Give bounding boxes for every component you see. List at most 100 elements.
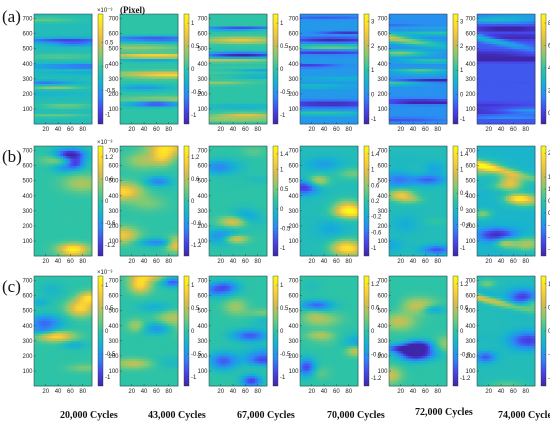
heatmap-cell bbox=[166, 59, 169, 62]
heatmap-cell bbox=[221, 112, 224, 115]
heatmap-cell bbox=[70, 117, 73, 120]
heatmap-cell bbox=[144, 109, 147, 112]
heatmap-cell bbox=[44, 39, 47, 42]
heatmap-cell bbox=[154, 77, 157, 80]
heatmap-cell bbox=[144, 54, 147, 57]
heatmap-cell bbox=[319, 84, 322, 87]
heatmap-cell bbox=[231, 52, 234, 55]
heatmap-cell bbox=[156, 62, 159, 65]
heatmap-cell bbox=[243, 52, 246, 55]
heatmap-cell bbox=[151, 114, 154, 117]
heatmap-cell bbox=[209, 74, 212, 77]
heatmap-cell bbox=[416, 14, 419, 17]
heatmap-cell bbox=[135, 89, 138, 92]
heatmap-cell bbox=[262, 94, 265, 97]
heatmap-cell bbox=[49, 97, 52, 100]
heatmap-cell bbox=[135, 24, 138, 27]
heatmap-cell bbox=[238, 17, 241, 20]
heatmap-cell bbox=[238, 32, 241, 35]
heatmap-cell bbox=[156, 119, 159, 122]
heatmap-cell bbox=[142, 27, 145, 30]
heatmap-cell bbox=[238, 87, 241, 90]
heatmap-cell bbox=[68, 29, 71, 32]
heatmap-cell bbox=[406, 64, 409, 67]
heatmap-cell bbox=[399, 37, 402, 40]
heatmap-cell bbox=[161, 19, 164, 22]
heatmap-cell bbox=[151, 104, 154, 107]
heatmap-cell bbox=[238, 59, 241, 62]
heatmap-cell bbox=[46, 54, 49, 57]
heatmap-cell bbox=[233, 92, 236, 95]
heatmap-cell bbox=[322, 92, 325, 95]
heatmap-cell bbox=[130, 52, 133, 55]
heatmap-cell bbox=[137, 79, 140, 82]
heatmap-cell bbox=[58, 82, 61, 85]
heatmap-cell bbox=[406, 72, 409, 75]
heatmap-cell bbox=[137, 117, 140, 120]
heatmap-cell bbox=[151, 32, 154, 35]
heatmap-cell bbox=[322, 62, 325, 65]
heatmap-cell bbox=[324, 54, 327, 57]
heatmap-cell bbox=[245, 114, 248, 117]
heatmap-cell bbox=[353, 97, 356, 100]
heatmap-cell bbox=[164, 79, 167, 82]
heatmap-cell bbox=[147, 64, 150, 67]
heatmap-cell bbox=[339, 119, 342, 122]
x-tick-label: 20 bbox=[217, 127, 224, 133]
heatmap-cell bbox=[87, 34, 90, 37]
heatmap-cell bbox=[406, 24, 409, 27]
heatmap-cell bbox=[317, 109, 320, 112]
heatmap-cell bbox=[173, 119, 176, 122]
heatmap-cell bbox=[39, 34, 42, 37]
heatmap-cell bbox=[336, 114, 339, 117]
heatmap-cell bbox=[228, 109, 231, 112]
heatmap-cell bbox=[142, 17, 145, 20]
heatmap-cell bbox=[255, 19, 258, 22]
heatmap-cell bbox=[394, 32, 397, 35]
heatmap-cell bbox=[418, 54, 421, 57]
heatmap-cell bbox=[250, 107, 253, 110]
heatmap-cell bbox=[137, 74, 140, 77]
heatmap-cell bbox=[219, 102, 222, 105]
heatmap-cell bbox=[305, 17, 308, 20]
heatmap-cell bbox=[122, 44, 125, 47]
heatmap-cell bbox=[233, 104, 236, 107]
heatmap-cell bbox=[334, 72, 337, 75]
heatmap-cell bbox=[317, 39, 320, 42]
heatmap-cell bbox=[211, 72, 214, 75]
heatmap-cell bbox=[154, 22, 157, 25]
heatmap-cell bbox=[137, 32, 140, 35]
heatmap-cell bbox=[433, 19, 436, 22]
heatmap-cell bbox=[137, 119, 140, 122]
heatmap-cell bbox=[396, 49, 399, 52]
heatmap-cell bbox=[310, 64, 313, 67]
heatmap-cell bbox=[413, 14, 416, 17]
heatmap-cell bbox=[425, 62, 428, 65]
heatmap-cell bbox=[336, 54, 339, 57]
heatmap-cell bbox=[331, 54, 334, 57]
heatmap-cell bbox=[300, 104, 303, 107]
heatmap-cell bbox=[411, 54, 414, 57]
heatmap-cell bbox=[135, 102, 138, 105]
heatmap-cell bbox=[164, 44, 167, 47]
heatmap-cell bbox=[51, 22, 54, 25]
heatmap-cell bbox=[127, 99, 130, 102]
heatmap-cell bbox=[211, 92, 214, 95]
heatmap-cell bbox=[228, 42, 231, 45]
heatmap-cell bbox=[329, 32, 332, 35]
y-tick-label: 500 bbox=[197, 47, 208, 53]
heatmap-cell bbox=[36, 84, 39, 87]
heatmap-cell bbox=[324, 19, 327, 22]
heatmap-cell bbox=[80, 39, 83, 42]
heatmap-cell bbox=[41, 24, 44, 27]
heatmap-cell bbox=[120, 54, 123, 57]
heatmap-cell bbox=[312, 102, 315, 105]
heatmap-cell bbox=[224, 37, 227, 40]
heatmap-cell bbox=[257, 39, 260, 42]
heatmap-cell bbox=[305, 104, 308, 107]
heatmap-cell bbox=[255, 87, 258, 90]
heatmap-cell bbox=[171, 54, 174, 57]
heatmap-cell bbox=[63, 87, 66, 90]
heatmap-cell bbox=[329, 42, 332, 45]
heatmap-cell bbox=[433, 47, 436, 50]
